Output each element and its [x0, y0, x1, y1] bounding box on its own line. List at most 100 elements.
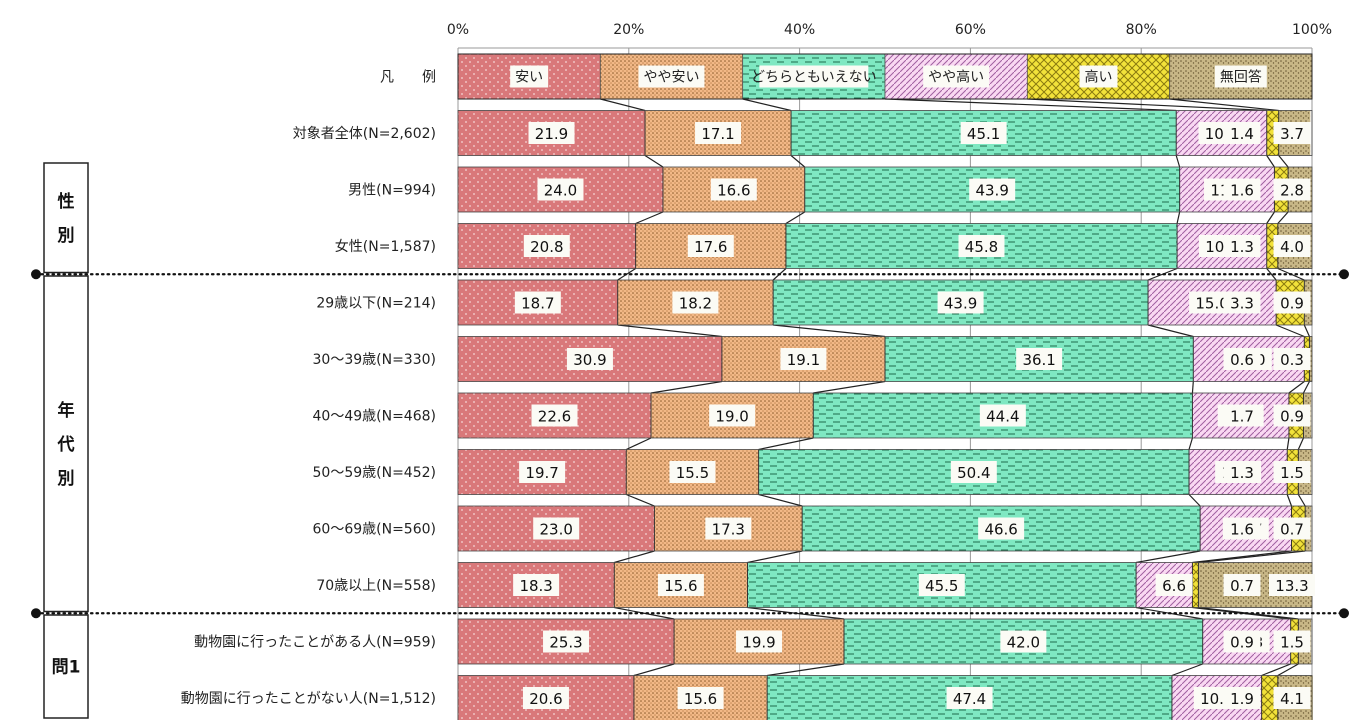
- group-label: 問1: [52, 658, 81, 678]
- value-label-box: [687, 235, 734, 257]
- value-label: 46.6: [984, 521, 1017, 539]
- x-tick-label: 20%: [613, 22, 644, 38]
- connector-line: [644, 154, 664, 168]
- value-label: 45.1: [967, 125, 1000, 143]
- connector-line: [1192, 550, 1292, 564]
- group-label-box: [43, 614, 89, 719]
- value-label-box: [537, 178, 584, 201]
- value-label-box: [531, 404, 578, 427]
- bar-outline: [457, 505, 1313, 552]
- value-label-box: [1273, 630, 1311, 653]
- x-axis-ticks: 0% 20% 40% 60% 80% 100%: [447, 22, 1332, 38]
- value-label-box: [1273, 687, 1311, 709]
- connector-line: [635, 211, 664, 225]
- value-label-box: [978, 517, 1025, 540]
- value-label: 47.4: [953, 690, 986, 708]
- value-label: 4.1: [1280, 690, 1304, 708]
- value-label: 19.7: [525, 464, 558, 482]
- connector-line: [1297, 437, 1305, 450]
- value-label-box: [736, 630, 783, 653]
- x-tick-label: 100%: [1292, 22, 1332, 38]
- value-label: 1.7: [1230, 408, 1254, 426]
- group-label-char: 性: [58, 191, 75, 212]
- category-label: 30～39歳(N=330): [313, 352, 436, 368]
- value-label-box: [709, 404, 756, 427]
- group-separators: [31, 269, 1349, 619]
- value-label: 1.5: [1280, 464, 1304, 482]
- value-label: 17.6: [694, 238, 727, 256]
- value-label: 15.6: [664, 577, 697, 595]
- value-label-box: [958, 235, 1005, 257]
- value-label-box: [672, 291, 719, 314]
- group-label-box: [43, 162, 89, 274]
- connector-line: [1027, 98, 1267, 112]
- connector-line: [758, 493, 803, 507]
- connector-line: [742, 98, 792, 112]
- value-label-box: [522, 687, 569, 709]
- connector-line: [813, 380, 886, 394]
- connector-line: [1176, 211, 1181, 224]
- connector-line: [1191, 381, 1194, 394]
- connector-line: [1171, 663, 1203, 677]
- value-label: 30.9: [573, 351, 606, 369]
- value-label: 24.0: [544, 182, 577, 200]
- bar-segment: [1309, 336, 1312, 382]
- connector-lines: [600, 98, 1310, 677]
- connector-line: [785, 211, 806, 225]
- value-label-box: [513, 574, 560, 596]
- connector-line: [773, 324, 886, 338]
- legend-row-border: [457, 53, 1313, 100]
- connector-line: [1198, 550, 1306, 564]
- value-label: 0.9: [1280, 295, 1304, 313]
- connector-line: [1169, 98, 1279, 112]
- value-label-box: [1223, 348, 1261, 370]
- value-label: 45.5: [925, 577, 958, 595]
- bar-outline: [457, 392, 1313, 439]
- value-label: 18.2: [679, 295, 712, 313]
- value-label: 44.4: [986, 408, 1019, 426]
- connector-line: [614, 550, 655, 564]
- bar-outline: [457, 166, 1313, 213]
- value-label-box: [523, 235, 570, 257]
- value-label: 42.0: [1007, 634, 1040, 652]
- value-label-box: [1223, 291, 1261, 314]
- value-label-box: [937, 291, 984, 314]
- value-label: 1.3: [1230, 464, 1254, 482]
- value-label: 43.9: [944, 295, 977, 313]
- value-label-box: [657, 574, 704, 596]
- value-label-box: [1273, 517, 1311, 540]
- x-tick-label: 0%: [447, 22, 469, 38]
- separator-dot: [1339, 269, 1349, 280]
- value-label-box: [1273, 122, 1311, 144]
- value-label: 6.6: [1162, 577, 1186, 595]
- value-label-box: [946, 687, 993, 709]
- category-label: 29歳以下(N=214): [316, 296, 436, 312]
- gridlines: [457, 47, 1313, 720]
- legend-label-box: [638, 65, 705, 88]
- value-label: 21.9: [535, 125, 568, 143]
- value-label: 17.3: [712, 521, 745, 539]
- connector-line: [758, 437, 814, 451]
- connector-line: [767, 663, 845, 677]
- group-label-char: 別: [57, 226, 75, 246]
- connector-line: [650, 380, 722, 394]
- legend-label: やや高い: [928, 69, 984, 86]
- value-label: 1.6: [1230, 182, 1254, 200]
- value-label-box: [1223, 517, 1261, 540]
- legend-label: どちらともいえない: [751, 70, 877, 86]
- value-label: 43.9: [975, 182, 1008, 200]
- bar-outline: [457, 223, 1313, 269]
- category-label: 70歳以上(N=558): [316, 578, 436, 594]
- value-label-box: [1273, 404, 1311, 427]
- value-label-box: [1016, 348, 1063, 370]
- value-label: 18.3: [519, 577, 552, 595]
- category-label: 動物園に行ったことがない人(N=1,512): [181, 691, 436, 707]
- value-label: 3.7: [1280, 125, 1304, 143]
- value-label-box: [1273, 291, 1311, 314]
- value-label-box: [519, 461, 566, 483]
- connector-line: [1135, 550, 1201, 564]
- value-label: 1.3: [1230, 238, 1254, 256]
